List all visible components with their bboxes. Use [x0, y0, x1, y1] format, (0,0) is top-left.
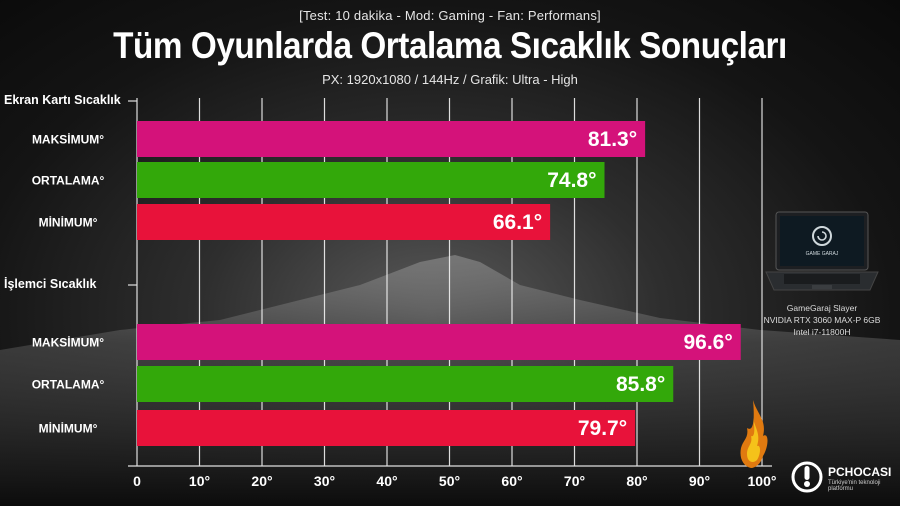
brand-name: PCHOCASI [828, 465, 892, 479]
x-tick-label: 0 [133, 473, 141, 489]
bar [137, 366, 674, 402]
data-label: 85.8° [616, 373, 665, 396]
category-label: ORTALAMA° [32, 174, 105, 188]
bar [137, 204, 551, 240]
group-label: Ekran Kartı Sıcaklık [4, 93, 121, 107]
laptop-image: GAME GARAJ [765, 211, 879, 291]
laptop-model: GameGaraj Slayer [786, 303, 858, 313]
data-label: 79.7° [578, 417, 627, 440]
x-tick-label: 50° [439, 473, 460, 489]
pchocasi-logo-icon [791, 461, 823, 493]
x-tick-label: 10° [189, 473, 210, 489]
x-tick-label: 70° [564, 473, 585, 489]
bar [137, 162, 605, 198]
x-tick-label: 90° [689, 473, 710, 489]
x-tick-label: 40° [376, 473, 397, 489]
chart-title: Tüm Oyunlarda Ortalama Sıcaklık Sonuçlar… [113, 25, 787, 66]
data-label: 81.3° [588, 128, 637, 151]
brand-tagline: Türkiye'nin teknoloji platformu [828, 480, 881, 492]
settings-info: PX: 1920x1080 / 144Hz / Grafik: Ultra - … [322, 72, 578, 87]
category-label: MİNİMUM° [39, 421, 98, 436]
brand-logo: PCHOCASI Türkiye'nin teknoloji platformu [788, 458, 898, 498]
x-tick-label: 30° [314, 473, 335, 489]
category-label: MAKSİMUM° [32, 132, 104, 147]
flame-icon [740, 400, 768, 468]
category-label: MİNİMUM° [39, 215, 98, 230]
x-tick-label: 100° [748, 473, 777, 489]
laptop-gpu: NVIDIA RTX 3060 MAX-P 6GB [763, 315, 881, 325]
x-tick-label: 60° [501, 473, 522, 489]
data-label: 96.6° [683, 331, 732, 354]
bar [137, 324, 741, 360]
x-tick-label: 20° [251, 473, 272, 489]
x-tick-label: 80° [626, 473, 647, 489]
test-info: [Test: 10 dakika - Mod: Gaming - Fan: Pe… [299, 8, 601, 23]
data-label: 74.8° [547, 169, 596, 192]
category-label: ORTALAMA° [32, 378, 105, 392]
category-label: MAKSİMUM° [32, 335, 104, 350]
bar [137, 410, 636, 446]
laptop-cpu: Intel i7-11800H [793, 327, 851, 337]
laptop-caption: GameGaraj Slayer NVIDIA RTX 3060 MAX-P 6… [752, 302, 892, 338]
laptop-screen-logo: GAME GARAJ [806, 251, 839, 257]
data-label: 66.1° [493, 211, 542, 234]
bar [137, 121, 646, 157]
group-label: İşlemci Sıcaklık [4, 276, 96, 291]
